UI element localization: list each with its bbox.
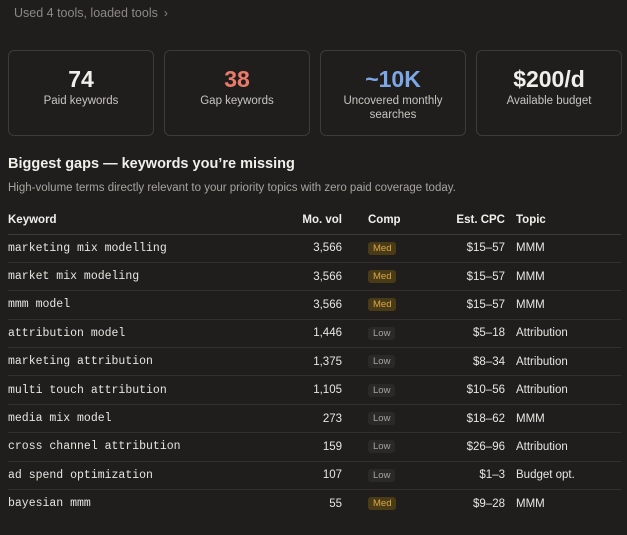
topic-cell: MMM	[505, 234, 621, 263]
stat-card-uncovered-searches: ~10K Uncovered monthly searches	[320, 50, 466, 136]
stat-label: Uncovered monthly searches	[343, 95, 443, 121]
table-row: marketing attribution 1,375 Low $8–34 Attrib…	[8, 347, 621, 377]
volume-cell: 273	[276, 404, 342, 434]
topic-cell: MMM	[505, 404, 621, 434]
section-title: Biggest gaps — keywords you’re missing	[8, 156, 295, 172]
topic-cell: MMM	[505, 262, 621, 292]
tools-used-label: Used 4 tools, loaded tools	[14, 6, 158, 20]
cpc-cell: $18–62	[436, 404, 505, 434]
competition-cell: Med	[342, 490, 436, 518]
header-volume: Mo. vol	[276, 206, 342, 235]
stat-value: $200/d	[513, 66, 585, 92]
cpc-cell: $1–3	[436, 461, 505, 491]
competition-badge: Low	[368, 412, 396, 426]
competition-badge: Low	[368, 440, 396, 454]
stat-card-available-budget: $200/d Available budget	[476, 50, 622, 136]
cpc-cell: $26–96	[436, 432, 505, 462]
competition-badge: Low	[368, 383, 396, 397]
table-row: market mix modeling 3,566 Med $15–57 MMM	[8, 262, 621, 292]
table-row: bayesian mmm 55 Med $9–28 MMM	[8, 490, 621, 518]
keyword-cell: multi touch attribution	[8, 375, 276, 405]
table-row: cross channel attribution 159 Low $26–96 Att…	[8, 432, 621, 462]
competition-cell: Low	[342, 404, 436, 434]
cpc-cell: $15–57	[436, 262, 505, 292]
table-row: marketing mix modelling 3,566 Med $15–57 MMM	[8, 234, 621, 263]
keyword-cell: cross channel attribution	[8, 432, 276, 462]
topic-cell: Budget opt.	[505, 461, 621, 491]
volume-cell: 3,566	[276, 290, 342, 320]
table-row: ad spend optimization 107 Low $1–3 Budget op…	[8, 461, 621, 491]
competition-cell: Low	[342, 461, 436, 491]
keyword-cell: ad spend optimization	[8, 461, 276, 491]
competition-badge: Low	[368, 326, 396, 340]
competition-badge: Med	[368, 241, 397, 255]
volume-cell: 1,105	[276, 375, 342, 405]
competition-cell: Med	[342, 262, 436, 292]
topic-cell: Attribution	[505, 375, 621, 405]
volume-cell: 1,446	[276, 319, 342, 349]
table-row: mmm model 3,566 Med $15–57 MMM	[8, 290, 621, 320]
competition-cell: Low	[342, 375, 436, 405]
table-header-row: Keyword Mo. vol Comp Est. CPC Topic	[8, 206, 621, 235]
keyword-cell: market mix modeling	[8, 262, 276, 292]
keyword-cell: marketing mix modelling	[8, 234, 276, 263]
tools-used-toggle[interactable]: Used 4 tools, loaded tools ›	[14, 6, 168, 20]
stat-card-paid-keywords: 74 Paid keywords	[8, 50, 154, 136]
topic-cell: Attribution	[505, 432, 621, 462]
cpc-cell: $5–18	[436, 319, 505, 349]
stat-label: Paid keywords	[43, 95, 119, 107]
stats-row: 74 Paid keywords 38 Gap keywords ~10K Un…	[8, 50, 622, 136]
keyword-cell: attribution model	[8, 319, 276, 349]
competition-cell: Low	[342, 319, 436, 349]
stat-value: 74	[68, 66, 94, 92]
topic-cell: MMM	[516, 497, 545, 510]
cpc-cell: $15–57	[436, 290, 505, 320]
competition-cell: Med	[342, 290, 436, 320]
header-competition: Comp	[342, 206, 436, 235]
cpc-cell: $9–28	[473, 497, 505, 510]
cpc-cell: $10–56	[436, 375, 505, 405]
stat-value: 38	[224, 66, 250, 92]
stat-label: Gap keywords	[200, 95, 274, 107]
topic-cell: Attribution	[505, 347, 621, 377]
keyword-cell: bayesian mmm	[8, 497, 91, 511]
cpc-cell: $15–57	[436, 234, 505, 263]
header-keyword: Keyword	[8, 206, 276, 235]
competition-badge: Low	[368, 468, 396, 482]
keyword-cell: marketing attribution	[8, 347, 276, 377]
cpc-cell: $8–34	[436, 347, 505, 377]
chevron-right-icon: ›	[163, 6, 168, 20]
volume-cell: 55	[329, 497, 342, 510]
table-row: media mix model 273 Low $18–62 MMM	[8, 404, 621, 434]
competition-badge: Med	[368, 298, 397, 312]
volume-cell: 107	[276, 461, 342, 491]
volume-cell: 3,566	[276, 262, 342, 292]
section-subtitle: High-volume terms directly relevant to y…	[8, 182, 456, 194]
stat-card-gap-keywords: 38 Gap keywords	[164, 50, 310, 136]
keyword-cell: mmm model	[8, 290, 276, 320]
table-body: marketing mix modelling 3,566 Med $15–57 MMM…	[8, 234, 621, 518]
competition-cell: Low	[342, 432, 436, 462]
header-cpc: Est. CPC	[436, 206, 505, 235]
gap-keywords-table: Keyword Mo. vol Comp Est. CPC Topic mark…	[8, 206, 621, 518]
volume-cell: 159	[276, 432, 342, 462]
competition-badge: Med	[368, 497, 397, 511]
competition-badge: Low	[368, 355, 396, 369]
volume-cell: 1,375	[276, 347, 342, 377]
competition-cell: Med	[342, 234, 436, 263]
header-topic: Topic	[505, 206, 621, 235]
keyword-cell: media mix model	[8, 404, 276, 434]
competition-cell: Low	[342, 347, 436, 377]
volume-cell: 3,566	[276, 234, 342, 263]
table-row: multi touch attribution 1,105 Low $10–56 Att…	[8, 375, 621, 405]
topic-cell: Attribution	[505, 319, 621, 349]
table-row: attribution model 1,446 Low $5–18 Attributio…	[8, 319, 621, 349]
stat-label: Available budget	[506, 95, 592, 107]
stat-value: ~10K	[365, 66, 421, 92]
topic-cell: MMM	[505, 290, 621, 320]
competition-badge: Med	[368, 270, 397, 284]
